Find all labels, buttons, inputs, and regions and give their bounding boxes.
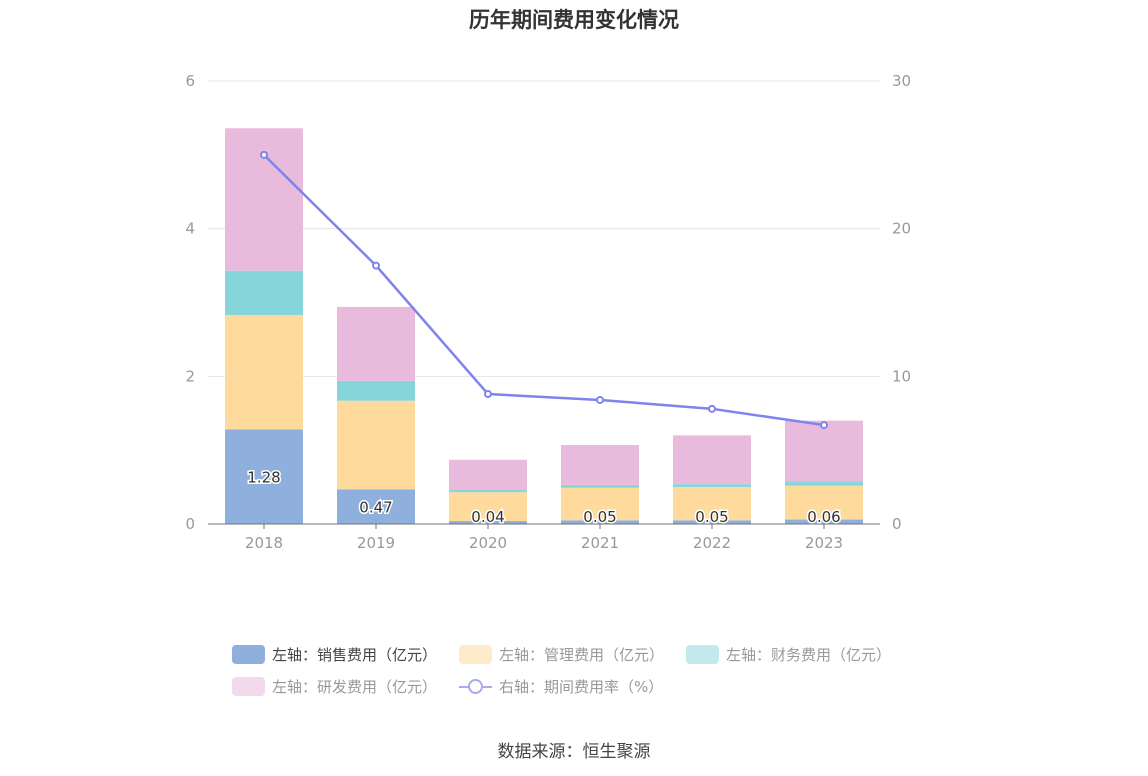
- legend-item-sales[interactable]: 左轴：销售费用（亿元）: [232, 644, 437, 665]
- point-rate: [820, 421, 828, 430]
- legend-label-rd: 左轴：研发费用（亿元）: [272, 677, 438, 696]
- legend-swatch-sales: [232, 644, 265, 664]
- chart-plot: 0 2 4 6 0 10 20 30 2018 2019 2020 2021 2022 2023 1.28 0…: [185, 72, 911, 552]
- legend-label-finance: 左轴：财务费用（亿元）: [726, 645, 892, 664]
- legend-swatch-finance: [686, 644, 720, 664]
- chart-title: 历年期间费用变化情况: [469, 8, 679, 32]
- legend-swatch-admin: [459, 644, 493, 664]
- bar-rd: [337, 306, 415, 381]
- y-right-tick-label: 30: [892, 72, 911, 90]
- x-tick-label: 2020: [469, 534, 507, 552]
- bar-finance: [561, 484, 639, 488]
- y-left-tick-label: 4: [185, 220, 195, 238]
- line-rate: [263, 153, 825, 427]
- bar-rd: [449, 459, 527, 491]
- legend-item-finance[interactable]: 左轴：财务费用（亿元）: [686, 644, 891, 665]
- point-rate: [484, 390, 492, 399]
- x-tick-label: 2019: [357, 534, 395, 552]
- data-source: 数据来源：恒生聚源: [497, 742, 651, 762]
- bar-rd: [673, 435, 751, 485]
- y-right-tick-label: 20: [892, 220, 911, 238]
- bar-finance: [449, 490, 527, 493]
- legend-item-rate[interactable]: 右轴：期间费用率（%）: [459, 676, 663, 697]
- x-tick-label: 2018: [245, 534, 283, 552]
- legend-label-sales: 左轴：销售费用（亿元）: [272, 645, 438, 664]
- bar-sales: [561, 520, 639, 524]
- data-label-sales: 1.28: [247, 469, 280, 487]
- legend-item-admin[interactable]: 左轴：管理费用（亿元）: [459, 644, 664, 665]
- bar-rd: [225, 128, 303, 271]
- bar-rd: [561, 444, 639, 485]
- bar-finance: [785, 481, 863, 486]
- x-tick-label: 2023: [805, 534, 843, 552]
- legend-label-rate: 右轴：期间费用率（%）: [499, 677, 664, 696]
- data-label-sales: 0.06: [807, 508, 840, 526]
- y-left-tick-label: 2: [185, 367, 195, 385]
- legend-swatch-rd: [232, 676, 265, 696]
- bar-sales: [449, 521, 527, 524]
- bar-finance: [673, 484, 751, 488]
- bar-admin: [561, 487, 639, 521]
- legend-item-rd[interactable]: 左轴：研发费用（亿元）: [232, 676, 437, 697]
- bar-admin: [225, 315, 303, 430]
- bar-sales: [225, 429, 303, 524]
- legend-swatch-rate: [459, 677, 493, 696]
- legend: 左轴：销售费用（亿元） 左轴：管理费用（亿元） 左轴：财务费用（亿元） 左轴：研…: [232, 638, 932, 702]
- data-label-sales: 0.05: [695, 508, 728, 526]
- y-right-tick-label: 10: [892, 367, 911, 385]
- bar-sales: [337, 489, 415, 524]
- bar-finance: [337, 380, 415, 401]
- bar-sales: [785, 519, 863, 524]
- point-rate: [372, 261, 380, 270]
- bar-admin: [673, 487, 751, 521]
- data-label-sales: 0.04: [471, 508, 504, 526]
- bar-admin: [785, 485, 863, 520]
- y-right-tick-label: 0: [892, 515, 902, 533]
- bar-admin: [337, 400, 415, 490]
- point-rate: [708, 404, 716, 413]
- x-tick-label: 2021: [581, 534, 619, 552]
- data-label-sales: 0.47: [359, 499, 392, 517]
- bar-sales: [673, 520, 751, 524]
- point-rate: [260, 150, 268, 159]
- bar-rd: [785, 420, 863, 482]
- data-label-sales: 0.05: [583, 508, 616, 526]
- bar-finance: [225, 270, 303, 316]
- y-left-tick-label: 0: [185, 515, 195, 533]
- bar-admin: [449, 492, 527, 522]
- y-left-tick-label: 6: [185, 72, 195, 90]
- x-tick-label: 2022: [693, 534, 731, 552]
- legend-label-admin: 左轴：管理费用（亿元）: [499, 645, 665, 664]
- point-rate: [596, 395, 604, 404]
